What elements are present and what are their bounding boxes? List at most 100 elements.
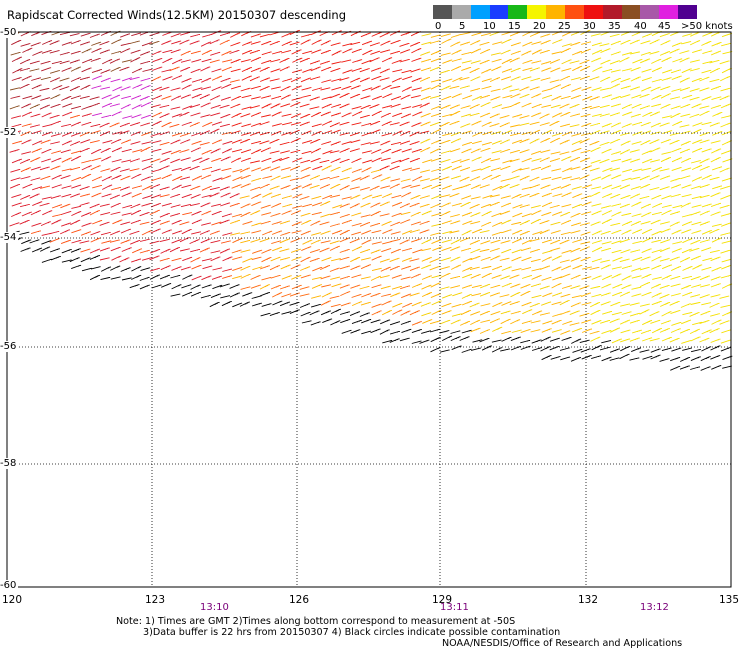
wind-barb <box>370 85 381 91</box>
wind-barb <box>101 176 112 182</box>
wind-barb <box>361 40 373 46</box>
wind-barb <box>449 214 460 218</box>
wind-barb <box>712 166 723 171</box>
wind-barb <box>611 151 622 155</box>
wind-barb <box>569 103 580 109</box>
wind-barb <box>361 330 372 335</box>
wind-barb <box>439 286 450 290</box>
wind-barb <box>612 291 623 297</box>
wind-barb <box>651 239 662 243</box>
wind-barb <box>41 158 51 163</box>
wind-barb <box>311 295 322 299</box>
wind-barb <box>690 349 701 353</box>
wind-barb <box>50 103 61 109</box>
wind-barb <box>261 51 272 56</box>
wind-barb <box>392 302 403 308</box>
wind-barb <box>540 184 551 190</box>
wind-barb <box>531 275 542 280</box>
wind-barb <box>382 105 392 109</box>
wind-barb <box>221 148 233 154</box>
legend-label: 0 <box>435 21 442 32</box>
wind-barb <box>201 210 212 216</box>
wind-barb <box>289 302 300 306</box>
wind-barb <box>500 210 511 216</box>
wind-barb <box>630 113 641 118</box>
wind-barb <box>359 312 370 317</box>
wind-barb <box>591 113 602 117</box>
wind-barb <box>351 158 362 164</box>
wind-barb <box>499 115 510 119</box>
wind-barb <box>572 193 583 199</box>
wind-barb <box>601 330 612 335</box>
wind-barb <box>502 85 513 90</box>
wind-barb <box>379 275 390 279</box>
wind-barb <box>421 292 432 298</box>
wind-barb <box>390 103 401 108</box>
wind-barb <box>379 77 390 81</box>
wind-barb <box>111 175 122 180</box>
wind-barb <box>380 266 391 272</box>
wind-barb <box>190 257 201 263</box>
wind-barb <box>640 51 651 56</box>
wind-barb <box>21 75 32 81</box>
wind-barb <box>372 174 383 180</box>
wind-barb <box>251 256 262 261</box>
wind-barb <box>542 292 553 298</box>
wind-barb <box>241 75 252 81</box>
wind-barb <box>171 257 182 262</box>
lon-label: 123 <box>145 594 166 606</box>
wind-barb <box>571 328 582 333</box>
wind-barb <box>351 294 362 298</box>
wind-barb <box>30 113 41 118</box>
wind-barb <box>450 66 462 72</box>
wind-barb <box>541 88 552 92</box>
wind-barb <box>20 195 31 200</box>
wind-barb <box>351 223 362 227</box>
wind-barb <box>51 184 62 189</box>
wind-barb <box>261 103 272 109</box>
wind-barb <box>650 122 661 128</box>
wind-barb <box>430 50 441 56</box>
wind-barb <box>570 247 581 253</box>
wind-barb <box>309 249 320 254</box>
wind-barb <box>339 229 350 236</box>
wind-barb <box>260 166 271 172</box>
wind-barb <box>370 67 381 72</box>
wind-barb <box>510 311 521 315</box>
wind-barb <box>322 130 333 135</box>
wind-barb <box>382 340 393 344</box>
wind-barb <box>539 122 550 126</box>
wind-barb <box>380 319 391 325</box>
wind-barb <box>711 365 722 370</box>
wind-barb <box>390 178 401 182</box>
wind-barb <box>470 221 481 225</box>
wind-barb <box>70 193 81 198</box>
wind-barb <box>179 221 190 226</box>
wind-barb <box>149 40 160 45</box>
wind-barb <box>569 124 580 128</box>
wind-barb <box>169 246 180 253</box>
wind-barb <box>270 256 281 262</box>
wind-barb <box>379 165 390 171</box>
wind-barb <box>519 138 530 144</box>
wind-barb <box>399 140 411 145</box>
wind-barb <box>130 57 141 63</box>
wind-barb <box>331 78 342 82</box>
wind-barb <box>490 239 501 244</box>
wind-barb <box>662 130 673 135</box>
wind-barb <box>352 111 363 117</box>
wind-barb <box>400 130 411 136</box>
wind-barb <box>299 196 310 200</box>
wind-barb <box>220 77 231 83</box>
wind-barb <box>200 66 211 72</box>
wind-barb <box>430 58 441 63</box>
wind-barb <box>172 75 183 81</box>
wind-barb <box>201 149 212 155</box>
wind-barb <box>642 237 653 243</box>
wind-barb <box>609 112 620 117</box>
wind-barb <box>149 255 160 261</box>
wind-barb <box>200 174 212 180</box>
wind-barb <box>350 30 361 37</box>
wind-barb <box>210 112 221 117</box>
wind-barb <box>181 284 192 289</box>
